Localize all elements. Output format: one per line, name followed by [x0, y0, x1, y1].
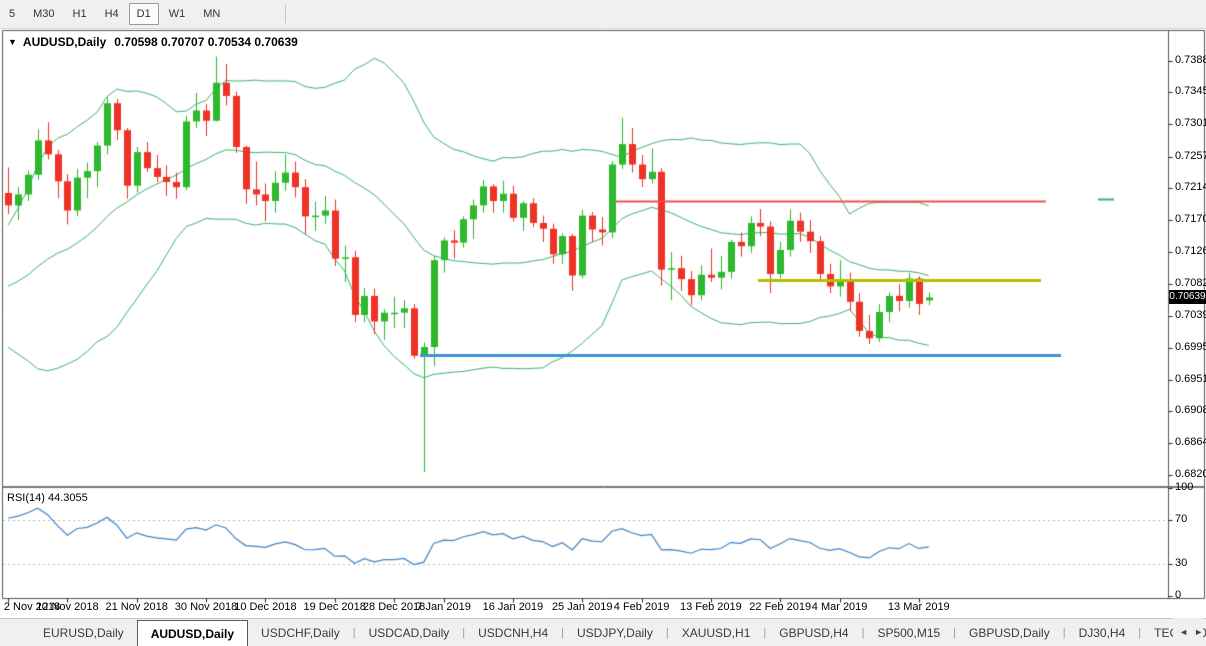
tab-separator: |	[665, 626, 669, 639]
time-tick-label: 13 Feb 2019	[680, 601, 742, 613]
chart-ohlc-values: 0.70598 0.70707 0.70534 0.70639	[114, 35, 298, 49]
tab-scroll-left-icon[interactable]: ◄	[1179, 627, 1189, 637]
time-tick-label: 4 Feb 2019	[613, 601, 670, 613]
time-tick-label: 16 Jan 2019	[482, 601, 544, 613]
chart-dropdown-icon[interactable]: ▼	[8, 37, 17, 47]
time-tick-label: 10 Dec 2018	[234, 601, 297, 613]
rsi-tick-label: 30	[1175, 556, 1188, 569]
tab-gbpusd-h4[interactable]: GBPUSD,H4	[779, 625, 849, 640]
tab-separator: |	[763, 626, 767, 639]
timeframe-button-h1[interactable]: H1	[72, 8, 87, 20]
time-tick-label: 19 Dec 2018	[303, 601, 366, 613]
time-tick-label: 13 Mar 2019	[887, 601, 950, 613]
tab-separator: |	[1138, 626, 1142, 639]
chart-symbol-label: AUDUSD,Daily	[22, 35, 107, 49]
timeframe-button-d1[interactable]: D1	[128, 3, 159, 25]
time-tick-label: 28 Dec 2018	[362, 601, 426, 613]
tab-separator: |	[1062, 626, 1066, 639]
tab-separator: |	[561, 626, 565, 639]
timeframe-button-5[interactable]: 5	[9, 8, 16, 20]
time-tick-label: 4 Mar 2019	[811, 601, 868, 613]
tab-usdcnh-h4[interactable]: USDCNH,H4	[478, 625, 549, 640]
time-tick-label: 2 Nov 2018	[3, 601, 61, 613]
tab-usdjpy-daily[interactable]: USDJPY,Daily	[577, 625, 653, 640]
rsi-tick-label: 70	[1175, 513, 1188, 526]
tab-separator: |	[861, 626, 865, 639]
timeframe-button-h4[interactable]: H4	[104, 8, 119, 20]
tab-separator: |	[953, 626, 957, 639]
timeframe-button-m30[interactable]: M30	[33, 8, 55, 20]
tab-usdcad-daily[interactable]: USDCAD,Daily	[368, 625, 450, 640]
tab-scroll-arrows: ◄ ►	[1173, 618, 1203, 646]
time-tick-label: 22 Feb 2019	[749, 601, 812, 613]
rsi-indicator-label: RSI(14) 44.3055	[7, 492, 88, 504]
time-tick-label: 30 Nov 2018	[174, 601, 238, 613]
time-tick-label: 21 Nov 2018	[105, 601, 168, 613]
rsi-tick-label: 0	[1175, 589, 1182, 601]
time-tick-label: 25 Jan 2019	[551, 601, 613, 613]
timeframe-button-mn[interactable]: MN	[203, 8, 221, 20]
time-tick-label: 12 Nov 2018	[36, 601, 99, 613]
tab-separator: |	[462, 626, 466, 639]
timeframe-toolbar: 5 M30 H1 H4 D1 W1 MN	[0, 0, 1206, 29]
time-tick-label: 7 Jan 2019	[416, 601, 471, 613]
tab-sp500-m15[interactable]: SP500,M15	[877, 625, 941, 640]
tab-xauusd-h1[interactable]: XAUUSD,H1	[681, 625, 751, 640]
tab-separator: |	[352, 626, 356, 639]
chart-title: ▼ AUDUSD,Daily 0.70598 0.70707 0.70534 0.7…	[8, 35, 298, 49]
tab-dj30-h4[interactable]: DJ30,H4	[1078, 625, 1126, 640]
tab-scroll-right-icon[interactable]: ►	[1194, 627, 1203, 637]
tab-gbpusd-daily[interactable]: GBPUSD,Daily	[969, 625, 1050, 640]
rsi-tick-label: 100	[1175, 481, 1194, 493]
tab-audusd-daily[interactable]: AUDUSD,Daily	[136, 620, 249, 646]
timeframe-button-w1[interactable]: W1	[168, 8, 186, 20]
price-tick-label: 0.68200	[1175, 468, 1206, 481]
tab-usdchf-daily[interactable]: USDCHF,Daily	[261, 625, 340, 640]
current-price-tag: 0.70639	[1169, 290, 1206, 305]
toolbar-separator	[285, 5, 287, 23]
tab-eurusd-daily[interactable]: EURUSD,Daily	[43, 625, 124, 640]
symbol-tab-bar: EURUSD,Daily AUDUSD,Daily USDCHF,Daily | USD…	[0, 618, 1206, 646]
